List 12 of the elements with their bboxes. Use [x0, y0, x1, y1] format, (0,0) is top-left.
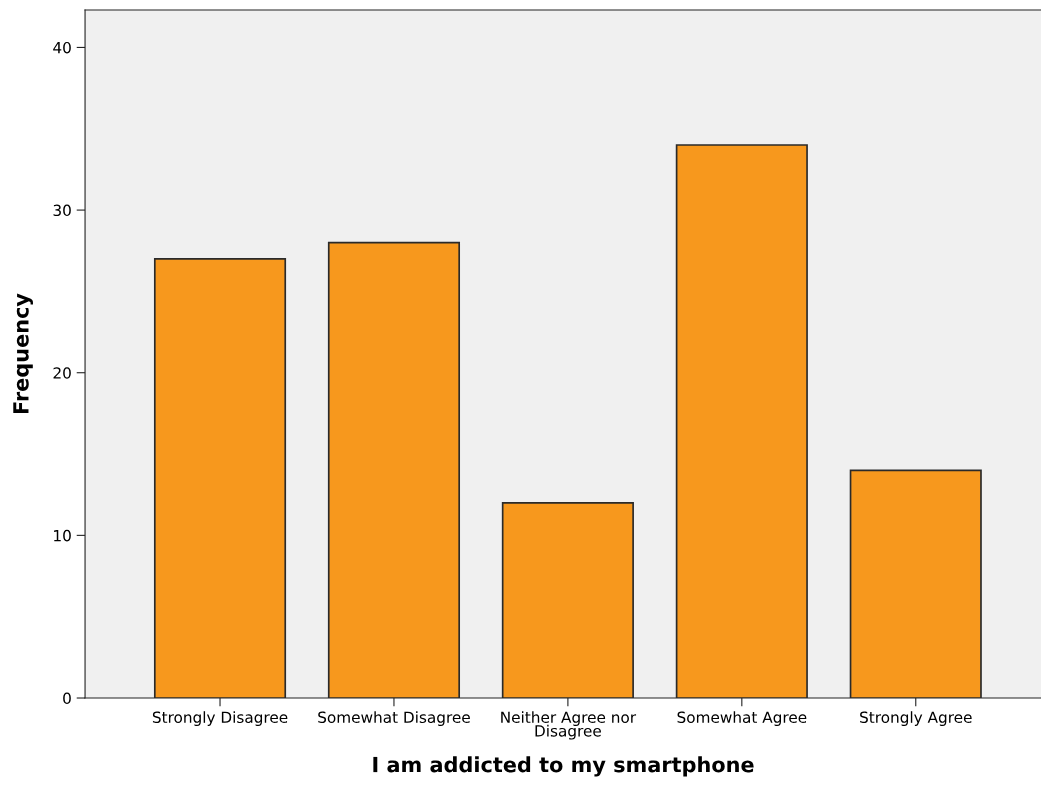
x-tick-label: Neither Agree nor Disagree	[501, 711, 637, 740]
x-tick-label: Strongly Agree	[860, 711, 972, 726]
x-tick-label: Somewhat Disagree	[318, 711, 470, 726]
y-tick-label: 0	[63, 692, 71, 705]
y-tick-label: 10	[54, 529, 71, 542]
x-tick-label: Strongly Disagree	[152, 711, 288, 726]
y-tick-label: 40	[53, 41, 71, 54]
y-axis-title: Frequency	[13, 293, 33, 414]
y-tick-label: 30	[53, 204, 71, 217]
y-tick-label: 20	[53, 367, 71, 379]
x-axis-title: I am addicted to my smartphone	[373, 756, 754, 777]
x-tick-label: Somewhat Agree	[677, 711, 807, 726]
